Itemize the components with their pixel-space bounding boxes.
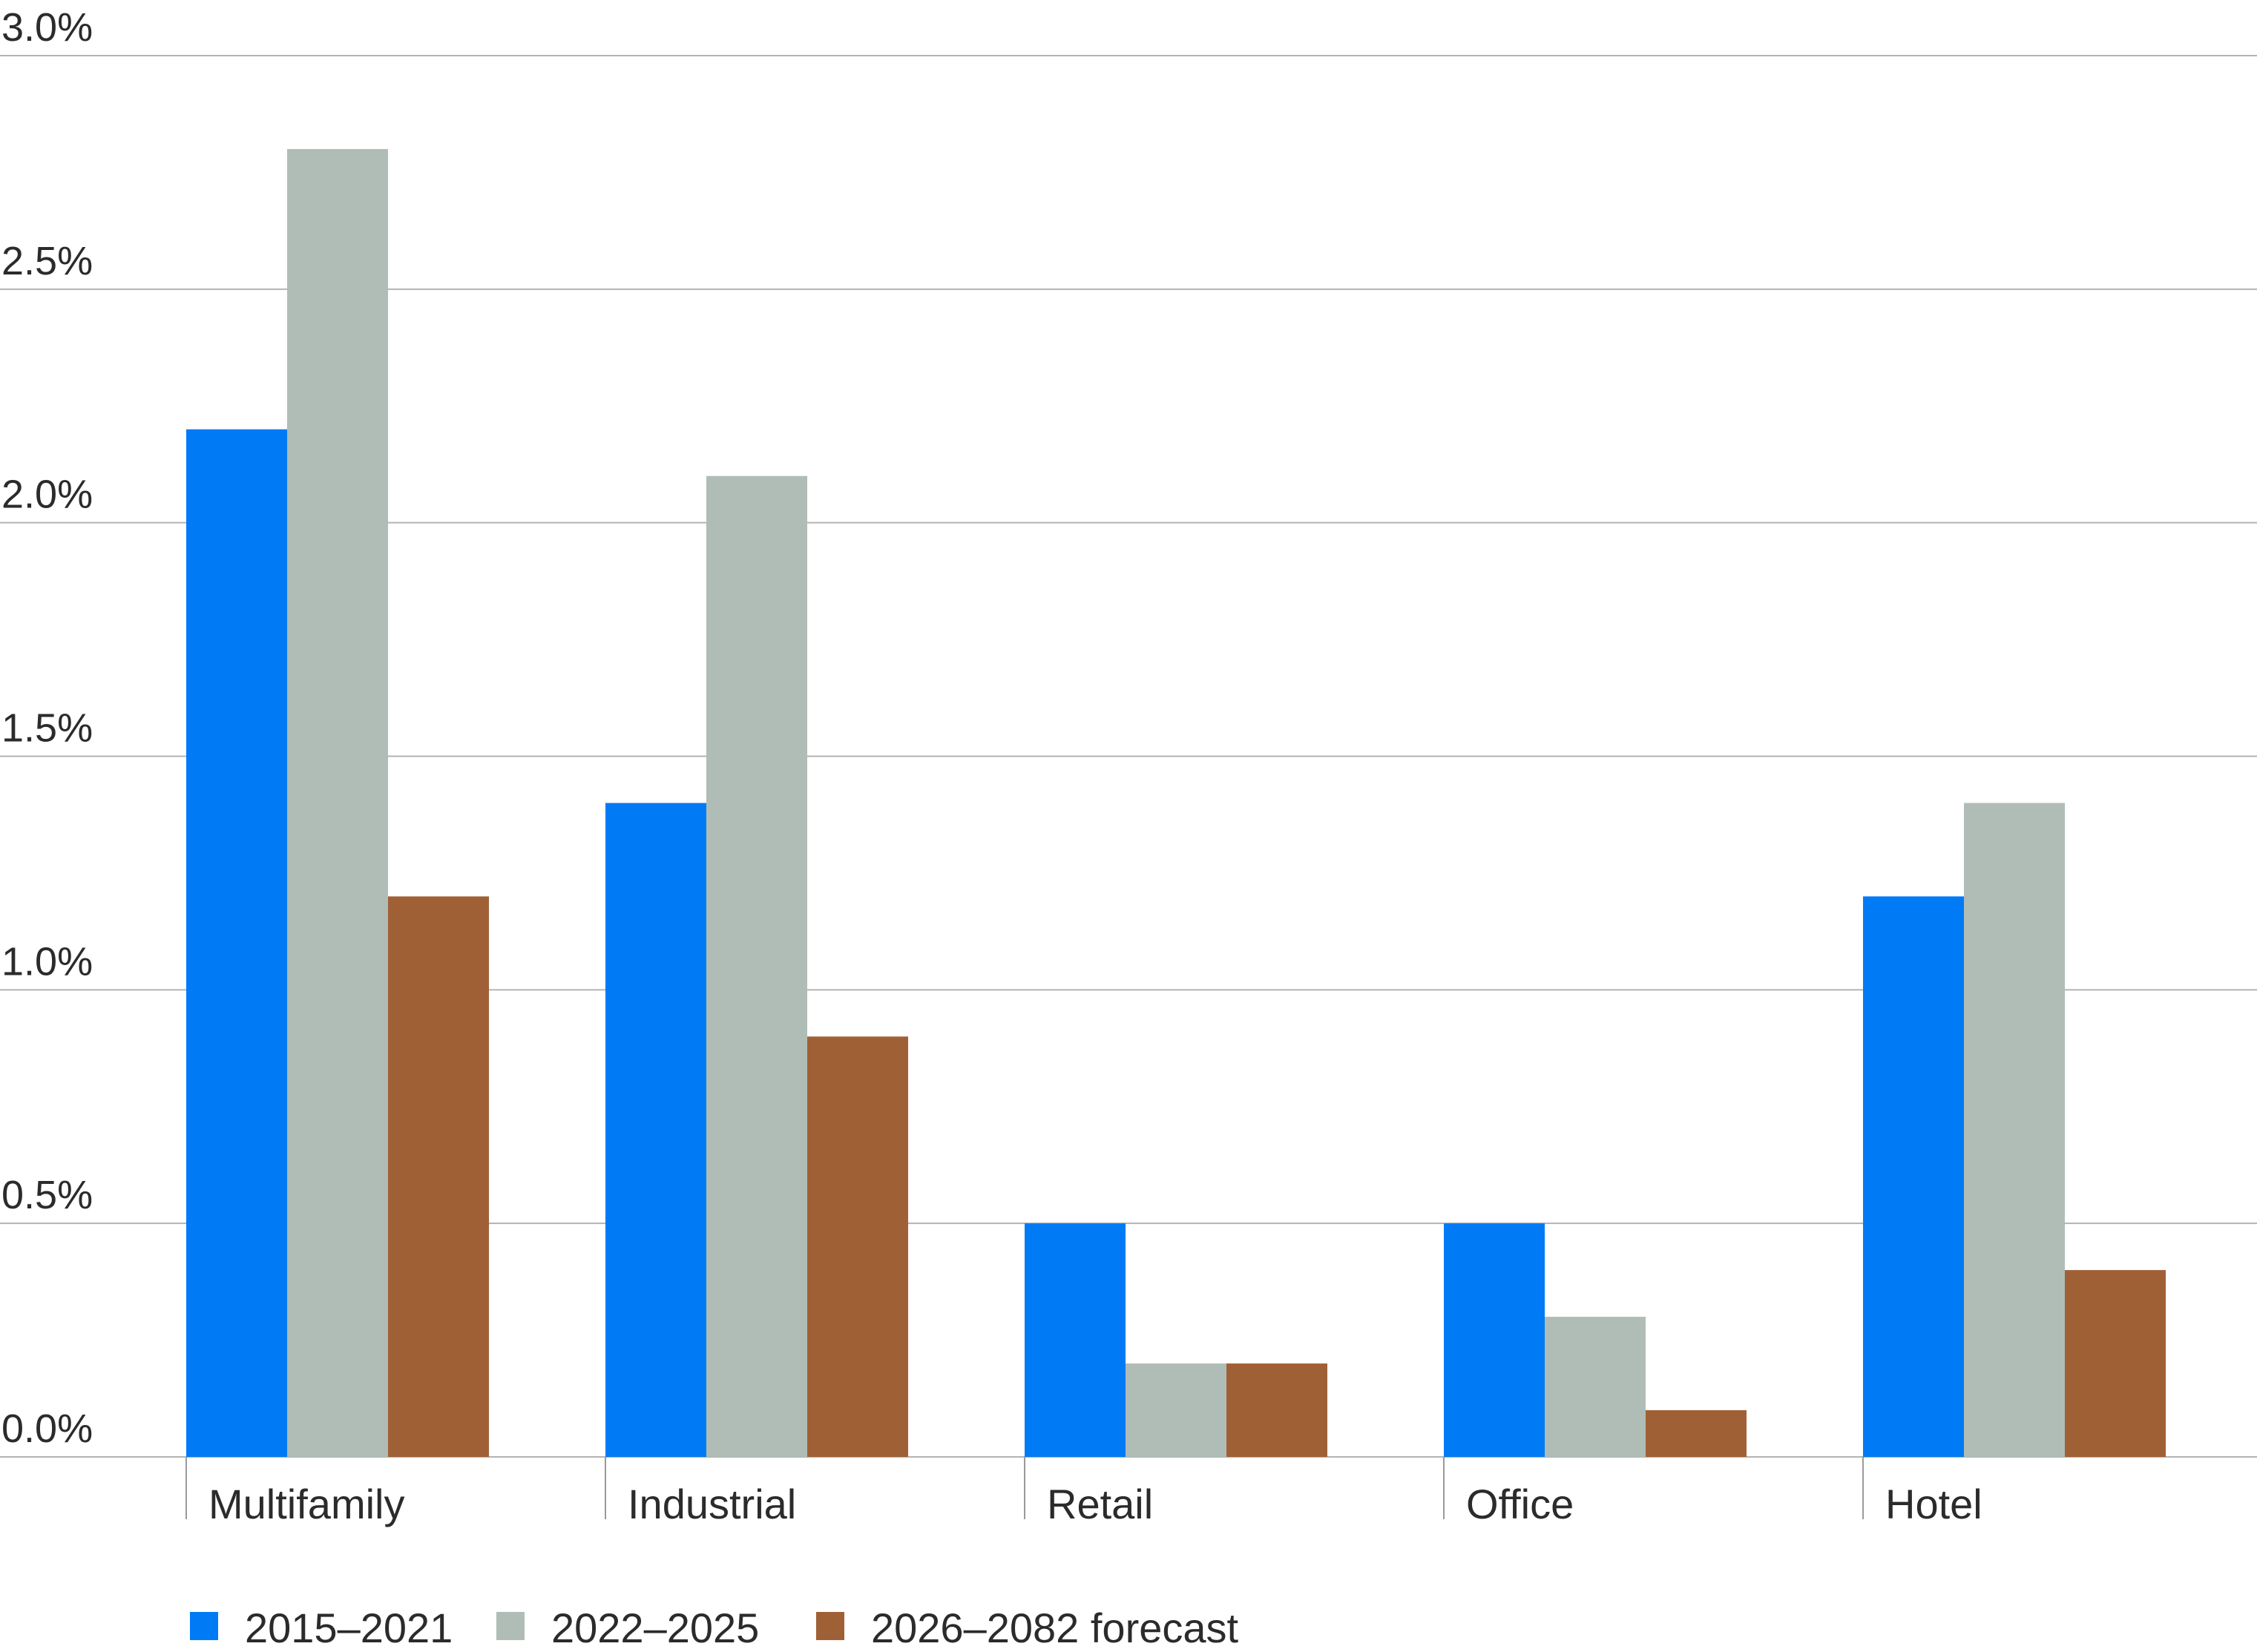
legend-swatch	[816, 1612, 844, 1640]
bar-hotel-series-2	[1964, 803, 2065, 1457]
legend-item: 2015–2021	[190, 1605, 453, 1651]
bar-retail-series-3	[1226, 1363, 1327, 1457]
bar-multifamily-series-3	[388, 896, 489, 1457]
y-tick-label: 1.0%	[1, 939, 93, 984]
y-tick-label: 1.5%	[1, 706, 93, 751]
legend: 2015–2021 2022–2025 2026–2082 forecast	[190, 1605, 1239, 1651]
bar-hotel-series-3	[2065, 1270, 2166, 1457]
x-tick-label-multifamily: Multifamily	[208, 1481, 404, 1527]
legend-item: 2026–2082 forecast	[816, 1605, 1239, 1651]
y-tick-label: 0.5%	[1, 1173, 93, 1217]
bar-industrial-series-2	[706, 475, 807, 1458]
y-tick-label: 3.0%	[1, 5, 93, 50]
y-tick-label: 0.0%	[1, 1406, 93, 1451]
bar-office-series-3	[1646, 1410, 1747, 1457]
bar-retail-series-2	[1126, 1363, 1226, 1457]
bar-office-series-2	[1545, 1317, 1646, 1457]
y-tick-label: 2.0%	[1, 473, 93, 517]
legend-label: 2026–2082 forecast	[871, 1605, 1239, 1651]
bars	[186, 148, 2166, 1458]
legend-swatch	[496, 1612, 525, 1640]
y-tick-label: 2.5%	[1, 239, 93, 283]
bar-office-series-1	[1444, 1223, 1545, 1457]
bar-industrial-series-3	[807, 1036, 908, 1457]
x-tick-label-industrial: Industrial	[628, 1481, 796, 1527]
legend-item: 2022–2025	[496, 1605, 759, 1651]
bar-multifamily-series-1	[186, 429, 287, 1457]
legend-swatch	[190, 1612, 218, 1640]
x-tick-label-retail: Retail	[1047, 1481, 1153, 1527]
category-separators	[185, 1457, 1864, 1519]
x-tick-label-office: Office	[1466, 1481, 1574, 1527]
y-axis-tick-labels: 0.0% 0.5% 1.0% 1.5% 2.0% 2.5% 3.0%	[1, 5, 93, 1451]
bar-hotel-series-1	[1863, 896, 1964, 1457]
x-axis-category-labels: Multifamily Industrial Retail Office Hotel	[208, 1481, 1982, 1527]
legend-label: 2015–2021	[245, 1605, 453, 1651]
legend-label: 2022–2025	[551, 1605, 759, 1651]
bar-retail-series-1	[1025, 1223, 1126, 1457]
bar-multifamily-series-2	[287, 148, 388, 1457]
bar-industrial-series-1	[605, 803, 706, 1457]
x-tick-label-hotel: Hotel	[1885, 1481, 1982, 1527]
